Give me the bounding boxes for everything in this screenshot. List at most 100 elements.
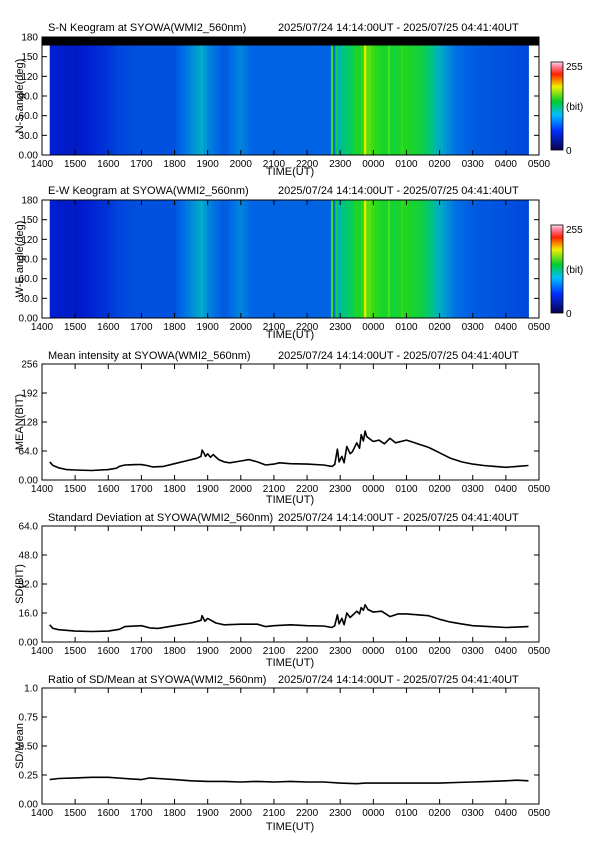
keogram-column [511, 37, 516, 155]
x-tick-label: 1400 [31, 646, 54, 657]
keogram-column [169, 200, 174, 318]
keogram-column [295, 37, 300, 155]
y-tick-label: 0.75 [19, 713, 39, 724]
keogram-column [176, 200, 181, 318]
keogram-column [268, 37, 273, 155]
keogram-column [521, 200, 526, 318]
keogram-column [73, 200, 78, 318]
keogram-column [306, 200, 311, 318]
sn-keogram-title: S-N Keogram at SYOWA(WMI2_560nm) [48, 22, 246, 34]
keogram-bright-band [330, 37, 334, 155]
keogram-column [189, 200, 194, 318]
y-tick-label: 150 [21, 52, 38, 63]
keogram-column [59, 37, 64, 155]
keogram-column [316, 200, 321, 318]
keogram-column [179, 200, 184, 318]
keogram-column [107, 200, 112, 318]
keogram-column [391, 200, 396, 318]
keogram-column [521, 37, 526, 155]
sd-time-range: 2025/07/24 14:14:00UT - 2025/07/25 04:41… [278, 512, 519, 524]
ew-colorbar-max-label: 255 [566, 225, 583, 236]
x-tick-label: 0500 [528, 322, 551, 333]
x-tick-label: 0100 [395, 484, 418, 495]
x-tick-label: 1600 [97, 159, 120, 170]
panel-standard-deviation: Standard Deviation at SYOWA(WMI2_560nm) … [14, 512, 551, 669]
keogram-column [309, 37, 314, 155]
keogram-column [323, 37, 328, 155]
keogram-column [159, 200, 163, 318]
sd-y-ticks: 0.00 16.0 32.0 48.0 64.0 [19, 522, 539, 649]
keogram-column [53, 200, 57, 318]
keogram-column [507, 200, 512, 318]
keogram-column [121, 200, 126, 318]
x-tick-label: 0500 [528, 159, 551, 170]
keogram-column [114, 37, 119, 155]
x-tick-label: 2100 [263, 159, 286, 170]
keogram-column [453, 37, 458, 155]
x-tick-label: 1700 [130, 808, 153, 819]
keogram-column [131, 37, 136, 155]
keogram-column [251, 200, 256, 318]
keogram-column [313, 37, 317, 155]
keogram-column [443, 37, 447, 155]
keogram-column [463, 200, 468, 318]
keogram-column [460, 200, 464, 318]
y-tick-label: 0.00 [19, 314, 39, 325]
x-tick-label: 0100 [395, 646, 418, 657]
keogram-column [514, 37, 519, 155]
x-tick-label: 1800 [163, 322, 186, 333]
series-line [49, 430, 529, 472]
mean-x-axis-label: TIME(UT) [266, 494, 314, 506]
x-tick-label: 1600 [97, 322, 120, 333]
keogram-bright-band [335, 37, 338, 155]
keogram-column [525, 200, 529, 318]
keogram-column [80, 37, 85, 155]
ratio-title: Ratio of SD/Mean at SYOWA(WMI2_560nm) [48, 674, 266, 686]
keogram-column [439, 200, 444, 318]
keogram-column [118, 200, 122, 318]
keogram-column [306, 37, 311, 155]
keogram-column [87, 200, 92, 318]
keogram-column [313, 200, 317, 318]
keogram-column [466, 37, 471, 155]
keogram-column [183, 37, 187, 155]
sd-y-axis-label: SD(BIT) [14, 564, 26, 604]
keogram-column [94, 37, 99, 155]
y-tick-label: 0.00 [19, 800, 39, 811]
keogram-column [186, 200, 191, 318]
mean-title: Mean intensity at SYOWA(WMI2_560nm) [48, 350, 251, 362]
keogram-column [148, 37, 153, 155]
x-tick-label: 0000 [362, 322, 385, 333]
x-tick-label: 0200 [428, 808, 451, 819]
keogram-column [172, 37, 177, 155]
keogram-column [138, 200, 143, 318]
keogram-column [244, 200, 249, 318]
ratio-x-ticks: 1400 1500 1600 1700 1800 1900 2000 2100 2200 2300… [31, 688, 551, 819]
x-tick-label: 0500 [528, 646, 551, 657]
keogram-column [230, 37, 235, 155]
sn-keogram-x-ticks: 1400 1500 1600 1700 1800 1900 2000 2100 2200 2300… [31, 37, 551, 170]
keogram-column [470, 37, 475, 155]
keogram-column [357, 200, 362, 318]
keogram-bright-band [401, 37, 404, 155]
mean-x-ticks: 1400 1500 1600 1700 1800 1900 2000 2100 2200 2300… [31, 364, 551, 495]
x-tick-label: 1400 [31, 808, 54, 819]
keogram-column [367, 37, 372, 155]
keogram-column [118, 37, 122, 155]
keogram-column [292, 37, 297, 155]
keogram-column [80, 200, 85, 318]
x-tick-label: 0000 [362, 808, 385, 819]
x-tick-label: 2200 [296, 484, 319, 495]
keogram-bright-band [364, 200, 367, 318]
y-tick-label: 1.0 [24, 684, 38, 695]
keogram-column [316, 37, 321, 155]
keogram-column [285, 37, 290, 155]
keogram-column [415, 200, 420, 318]
ew-keogram-image [42, 200, 539, 318]
sn-keogram-y-ticks: 0.00 30.0 60.0 90.0 120 150 180 [19, 33, 539, 162]
x-tick-label: 1600 [97, 484, 120, 495]
x-tick-label: 2300 [329, 646, 352, 657]
keogram-column [53, 37, 57, 155]
keogram-column [145, 37, 150, 155]
sd-x-axis-label: TIME(UT) [266, 657, 314, 669]
